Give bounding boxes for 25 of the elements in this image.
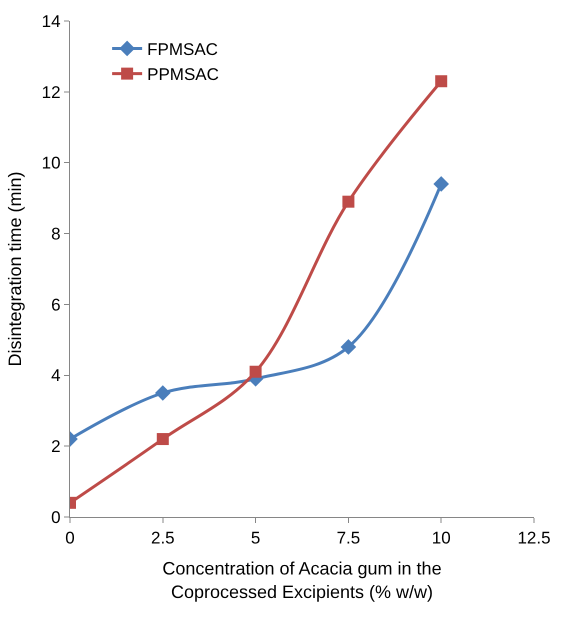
- point: [340, 339, 356, 355]
- x-tick-label: 12.5: [517, 528, 551, 548]
- y-tick-label: 6: [51, 295, 61, 314]
- point: [342, 196, 354, 208]
- y-tick-label: 4: [51, 366, 61, 386]
- point: [155, 385, 171, 401]
- legend-label: FPMSAC: [147, 40, 218, 60]
- x-tick-label: 5: [250, 528, 260, 548]
- x-tick-label: 10: [432, 528, 451, 548]
- y-tick-label: 8: [51, 224, 61, 244]
- point: [250, 366, 262, 378]
- y-tick-label: 12: [42, 82, 61, 102]
- y-axis-title: Disintegration time (min): [4, 171, 25, 367]
- point: [433, 176, 449, 192]
- x-tick-label: 7.5: [336, 528, 360, 548]
- y-tick-label: 0: [51, 508, 61, 527]
- y-tick-label: 2: [51, 437, 61, 456]
- y-tick-label: 10: [42, 154, 61, 173]
- x-tick-label: 0: [65, 528, 75, 548]
- point: [156, 433, 169, 446]
- y-tick-label: 14: [42, 12, 61, 31]
- legend-label: PPMSAC: [147, 65, 219, 84]
- point: [435, 75, 448, 88]
- x-axis-title: Concentration of Acacia gum in the Coprocessed Excipients (% w/w): [162, 558, 442, 602]
- x-tick-label: 2.5: [150, 528, 175, 548]
